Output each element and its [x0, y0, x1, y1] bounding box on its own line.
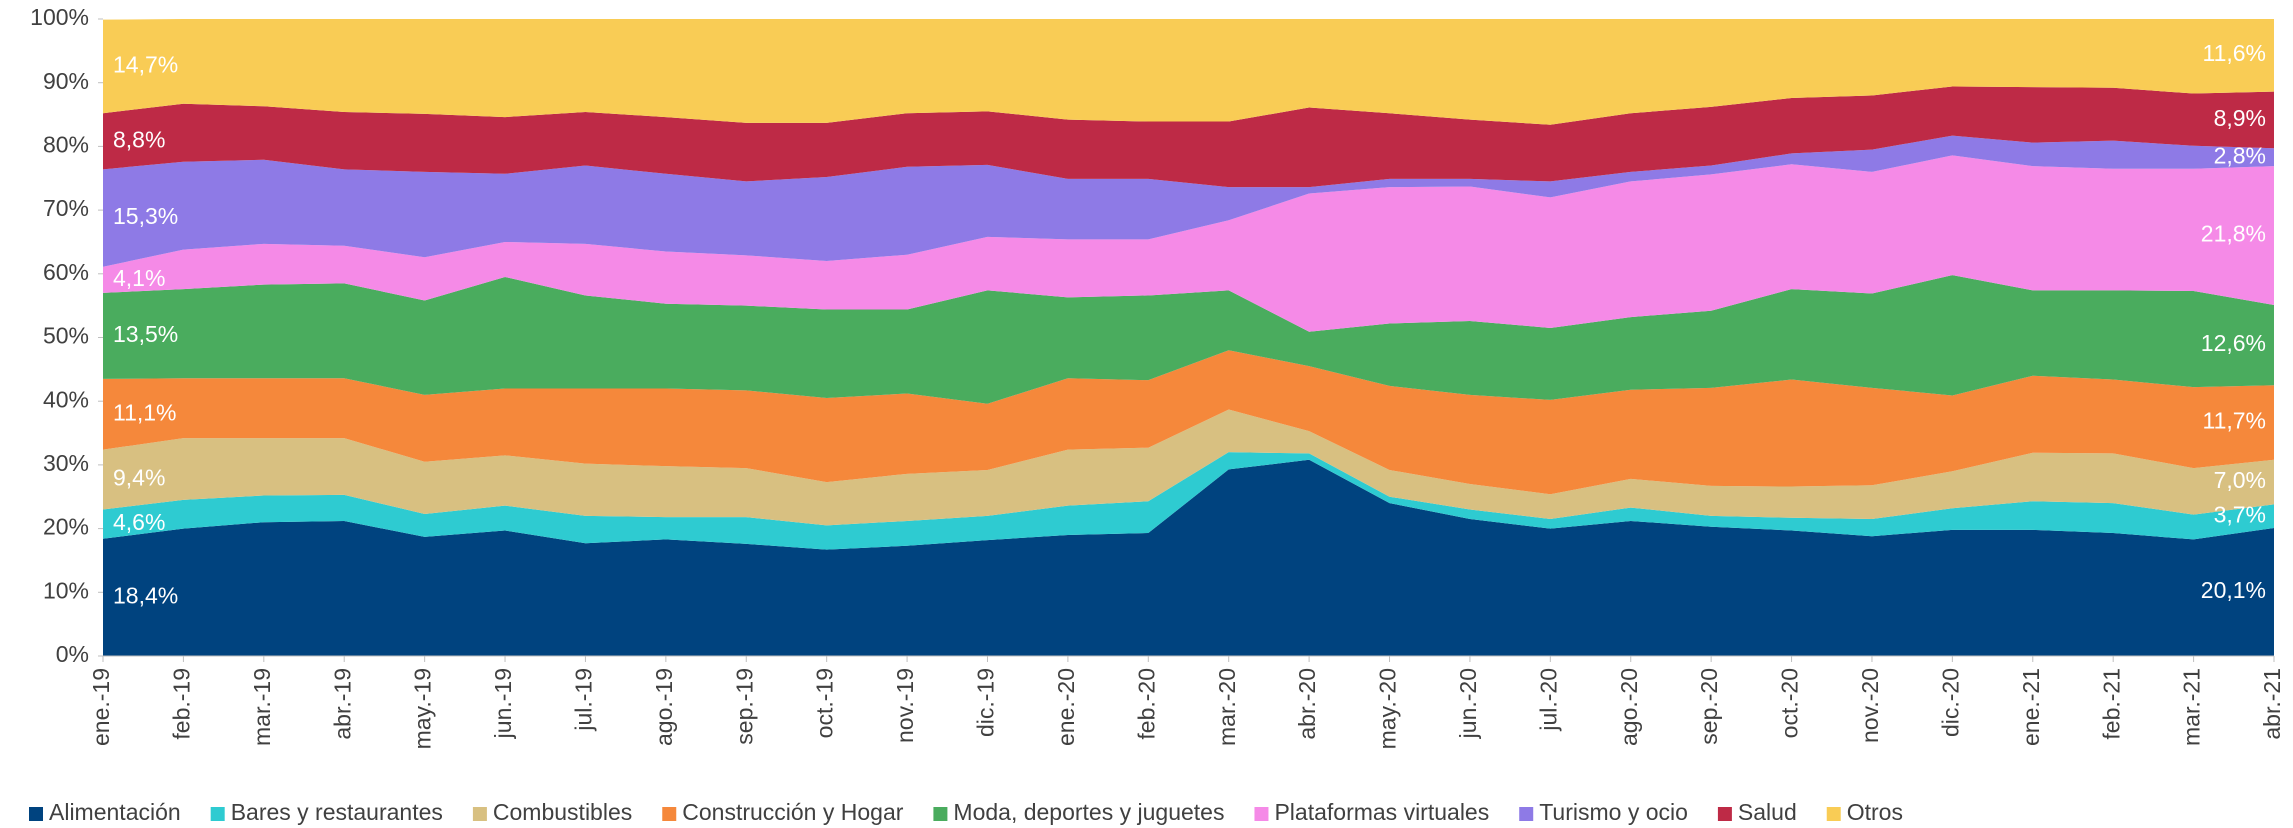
legend-swatch	[1254, 807, 1269, 821]
y-tick-label: 0%	[56, 641, 89, 667]
x-tick-label: mar.-20	[1214, 668, 1240, 746]
data-label: 20,1%	[2201, 577, 2266, 603]
data-label: 11,1%	[113, 399, 177, 425]
x-tick-label: ene.-21	[2018, 668, 2044, 746]
area	[103, 155, 2274, 332]
x-tick-label: ago.-19	[651, 668, 677, 746]
area	[103, 86, 2274, 188]
legend-label: Plataformas virtuales	[1274, 799, 1489, 825]
legend-label: Combustibles	[493, 799, 632, 825]
legend-label: Moda, deportes y juguetes	[953, 799, 1224, 825]
data-label: 11,6%	[2202, 40, 2266, 66]
x-tick-label: nov.-19	[892, 668, 918, 743]
x-tick-label: nov.-20	[1857, 668, 1883, 743]
data-label: 3,7%	[2214, 501, 2266, 527]
x-tick-label: abr.-19	[329, 668, 355, 740]
area	[103, 452, 2274, 550]
legend-swatch	[1826, 807, 1841, 821]
y-tick-label: 100%	[30, 4, 89, 30]
data-label: 8,8%	[113, 126, 165, 152]
legend-swatch	[210, 807, 225, 821]
data-label: 21,8%	[2201, 221, 2266, 247]
x-tick-label: mar.-19	[249, 668, 275, 746]
legend-swatch	[662, 807, 677, 821]
y-tick-label: 70%	[43, 195, 89, 221]
x-tick-label: dic.-20	[1937, 668, 1963, 737]
legend-label: Otros	[1847, 799, 1903, 825]
legend-label: Alimentación	[49, 799, 181, 825]
data-label: 7,0%	[2214, 467, 2266, 493]
area	[103, 19, 2274, 125]
data-label: 13,5%	[113, 321, 178, 347]
x-tick-label: jun.-19	[490, 668, 516, 739]
area	[103, 459, 2274, 656]
x-tick-label: may.-19	[410, 668, 436, 749]
x-tick-label: sep.-20	[1696, 668, 1722, 745]
y-tick-label: 30%	[43, 450, 89, 476]
data-label: 14,7%	[113, 52, 178, 78]
x-tick-label: feb.-19	[168, 668, 194, 740]
area	[103, 135, 2274, 267]
x-tick-label: ago.-20	[1616, 668, 1642, 746]
x-tick-label: oct.-20	[1777, 668, 1803, 738]
x-tick-label: jul.-20	[1535, 668, 1561, 732]
area	[103, 350, 2274, 495]
x-tick-label: jun.-20	[1455, 668, 1481, 739]
x-tick-label: ene.-20	[1053, 668, 1079, 746]
data-label: 8,9%	[2214, 105, 2266, 131]
x-tick-label: feb.-20	[1133, 668, 1159, 740]
legend-label: Turismo y ocio	[1539, 799, 1688, 825]
data-label: 9,4%	[113, 465, 165, 491]
area	[103, 275, 2274, 404]
x-tick-label: sep.-19	[731, 668, 757, 745]
data-label: 12,6%	[2201, 330, 2266, 356]
data-label: 15,3%	[113, 203, 178, 229]
x-tick-label: dic.-19	[973, 668, 999, 737]
data-label: 11,7%	[2202, 408, 2266, 434]
legend-label: Construcción y Hogar	[682, 799, 903, 825]
legend-label: Salud	[1738, 799, 1797, 825]
plot-area	[103, 19, 2274, 656]
area	[103, 409, 2274, 526]
x-tick-label: abr.-21	[2259, 668, 2285, 740]
data-label: 4,1%	[113, 265, 165, 291]
legend-swatch	[933, 807, 948, 821]
x-tick-label: abr.-20	[1294, 668, 1320, 740]
y-tick-label: 20%	[43, 514, 89, 540]
legend-swatch	[472, 807, 487, 821]
x-tick-label: may.-20	[1375, 668, 1401, 749]
x-tick-label: mar.-21	[2179, 668, 2205, 746]
legend-label: Bares y restaurantes	[231, 799, 443, 825]
data-label: 4,6%	[113, 509, 165, 535]
y-tick-label: 10%	[43, 577, 89, 603]
legend-swatch	[29, 807, 43, 821]
y-tick-label: 80%	[43, 131, 89, 157]
data-label: 2,8%	[2214, 142, 2266, 168]
legend-swatch	[1519, 807, 1534, 821]
y-tick-label: 60%	[43, 259, 89, 285]
legend-swatch	[1717, 807, 1732, 821]
x-tick-label: feb.-21	[2098, 668, 2124, 740]
y-tick-label: 40%	[43, 386, 89, 412]
data-label: 18,4%	[113, 582, 178, 608]
x-tick-label: ene.-19	[88, 668, 114, 746]
x-tick-label: jul.-19	[571, 668, 597, 732]
x-tick-label: oct.-19	[812, 668, 838, 738]
y-tick-label: 50%	[43, 323, 89, 349]
y-tick-label: 90%	[43, 68, 89, 94]
